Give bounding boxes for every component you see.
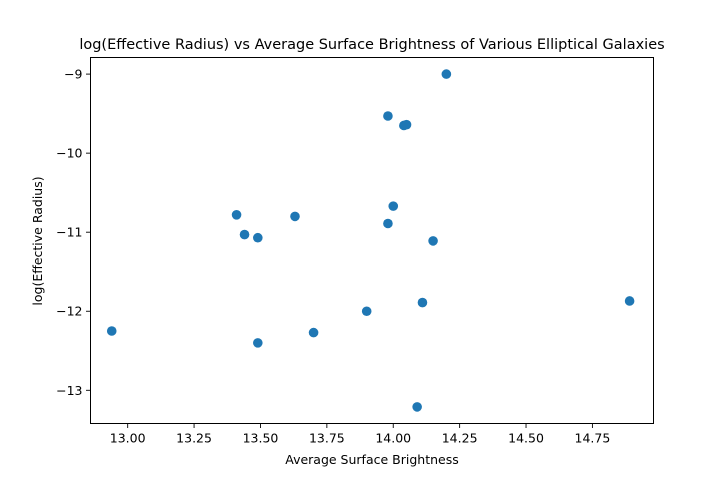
y-tick-label: −9: [64, 67, 82, 82]
data-point: [239, 229, 250, 240]
y-tick-label: −12: [56, 304, 82, 319]
plot-frame: [90, 57, 654, 424]
data-point: [388, 201, 399, 211]
data-point: [624, 296, 635, 306]
x-tick-label: 14.50: [508, 431, 544, 446]
chart-title: log(Effective Radius) vs Average Surface…: [79, 37, 664, 53]
data-point: [401, 119, 412, 130]
data-point: [383, 218, 393, 229]
data-point: [106, 326, 117, 336]
x-axis-label: Average Surface Brightness: [285, 452, 458, 467]
y-tick-label: −10: [56, 146, 82, 161]
data-point: [383, 111, 393, 121]
data-point: [361, 306, 372, 317]
ticks-layer: 13.00 13.25 13.50 13.75 14.00 14.25 14.50 14.75…: [56, 67, 610, 446]
data-point: [428, 236, 438, 246]
x-tick-label: 13.75: [309, 431, 345, 446]
data-point: [253, 338, 263, 348]
data-point: [412, 402, 422, 412]
y-axis-label: log(Effective Radius): [30, 176, 45, 305]
x-tick-label: 13.50: [243, 431, 279, 446]
x-tick-label: 13.00: [110, 431, 146, 446]
data-point: [253, 232, 263, 243]
y-tick-label: −11: [56, 225, 82, 240]
data-point: [417, 297, 428, 308]
points-layer: [106, 69, 635, 412]
x-tick-label: 14.75: [575, 431, 611, 446]
data-point: [308, 327, 319, 338]
x-tick-label: 14.25: [442, 431, 478, 446]
data-point: [231, 210, 242, 220]
x-tick-label: 13.25: [176, 431, 212, 446]
data-point: [290, 211, 300, 222]
data-point: [441, 69, 452, 79]
y-tick-label: −13: [56, 383, 82, 398]
x-tick-label: 14.00: [375, 431, 411, 446]
